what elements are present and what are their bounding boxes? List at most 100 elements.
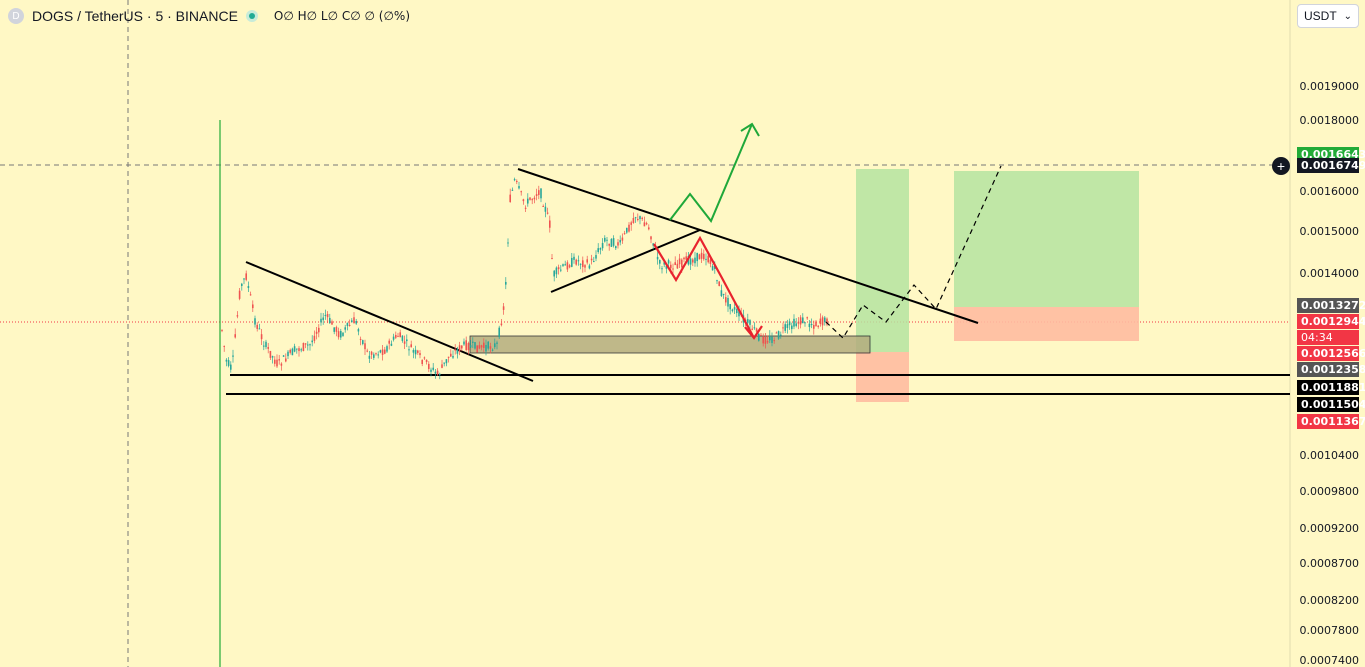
add-alert-plus-icon[interactable]: + xyxy=(1272,157,1290,175)
candle-body xyxy=(718,281,720,286)
price-axis-tick: 0.0018000 xyxy=(1299,114,1360,127)
candle-body xyxy=(423,357,426,359)
candle-body xyxy=(630,222,632,225)
candle-body xyxy=(711,266,714,271)
candle-body xyxy=(234,334,236,338)
price-tag-current: 0.0012944 xyxy=(1297,314,1365,329)
symbol-header: D DOGS / TetherUS · 5 · BINANCE O∅ H∅ L∅… xyxy=(8,6,410,26)
candle-body xyxy=(340,330,342,338)
trendline-2[interactable] xyxy=(517,168,979,324)
demand-zone-box[interactable] xyxy=(469,335,871,354)
candle-body xyxy=(260,334,263,340)
candle-body xyxy=(302,342,305,352)
dashed-projection-path[interactable] xyxy=(825,165,1002,339)
candle-body xyxy=(685,256,687,260)
trendline-3[interactable] xyxy=(550,229,701,293)
candle-body xyxy=(555,267,558,275)
bullish-projection-path[interactable] xyxy=(669,123,753,223)
long-position-target-zone-1[interactable] xyxy=(856,169,909,352)
candle-body xyxy=(590,258,593,261)
candle-body xyxy=(388,340,390,344)
candle-body xyxy=(410,344,412,348)
bullish-projection-arrowhead xyxy=(740,122,760,137)
candle-body xyxy=(689,258,692,265)
candle-body xyxy=(623,233,626,235)
candle-body xyxy=(753,327,756,329)
candle-body xyxy=(329,317,331,323)
candle-body xyxy=(432,367,434,370)
candle-body xyxy=(346,322,349,326)
candle-body xyxy=(806,317,808,319)
candle-body xyxy=(368,355,371,359)
candle-body xyxy=(518,186,520,189)
candle-body xyxy=(784,324,786,331)
candle-body xyxy=(373,354,375,358)
candle-body xyxy=(599,248,602,250)
candle-body xyxy=(348,324,351,326)
price-tag-support2: 0.0011504 xyxy=(1297,397,1365,412)
candle-body xyxy=(795,323,797,326)
market-status-icon[interactable] xyxy=(245,10,258,22)
candle-body xyxy=(441,364,443,368)
candle-body xyxy=(793,318,795,327)
candle-body xyxy=(500,323,503,326)
symbol-title[interactable]: DOGS / TetherUS · 5 · BINANCE xyxy=(32,8,238,24)
candle-body xyxy=(463,341,465,345)
candle-body xyxy=(777,331,780,339)
candle-body xyxy=(342,332,344,336)
candle-body xyxy=(465,340,467,351)
candle-body xyxy=(274,359,276,364)
candle-body xyxy=(700,252,703,259)
candle-body xyxy=(729,304,731,310)
candle-body xyxy=(782,327,784,329)
candle-body xyxy=(489,346,492,349)
price-axis-tick: 0.0007800 xyxy=(1299,624,1360,637)
price-axis-tick: 0.0008200 xyxy=(1299,594,1360,607)
candle-body xyxy=(775,332,778,334)
candle-body xyxy=(676,263,679,269)
candle-body xyxy=(287,351,289,357)
candle-body xyxy=(307,344,309,346)
candle-body xyxy=(386,346,388,352)
candle-body xyxy=(443,362,445,364)
candle-body xyxy=(311,340,313,343)
candle-body xyxy=(632,217,635,223)
candle-body xyxy=(727,297,729,307)
candle-body xyxy=(566,262,569,270)
candle-body xyxy=(560,269,562,271)
long-position-stop-zone-2[interactable] xyxy=(954,307,1139,341)
candle-body xyxy=(549,220,551,228)
candle-body xyxy=(379,350,382,353)
candle-body xyxy=(247,286,250,289)
currency-select[interactable]: USDT ⌄ xyxy=(1297,4,1359,28)
candle-body xyxy=(472,341,474,343)
candle-body xyxy=(238,290,241,299)
candle-body xyxy=(320,318,322,323)
candle-body xyxy=(469,345,472,348)
candle-body xyxy=(564,264,566,266)
candle-body xyxy=(575,259,577,265)
candle-body xyxy=(522,199,525,202)
candle-body xyxy=(709,259,712,264)
candle-body xyxy=(496,342,498,344)
trendline-1[interactable] xyxy=(245,261,534,382)
candle-body xyxy=(315,331,318,334)
long-position-target-zone-2[interactable] xyxy=(954,171,1139,307)
candle-body xyxy=(773,340,775,342)
candle-body xyxy=(540,188,542,199)
bearish-projection-path[interactable] xyxy=(653,235,755,339)
candle-body xyxy=(425,359,428,362)
candle-body xyxy=(582,260,584,267)
candle-body xyxy=(626,227,628,233)
price-axis-tick: 0.0015000 xyxy=(1299,225,1360,238)
candle-body xyxy=(309,344,311,346)
candle-body xyxy=(557,267,560,270)
candle-body xyxy=(509,194,511,203)
price-axis-tick: 0.0009200 xyxy=(1299,522,1360,535)
candle-body xyxy=(674,262,676,266)
candle-body xyxy=(788,321,791,326)
candle-body xyxy=(276,359,278,367)
candle-body xyxy=(236,315,239,317)
price-axis-tick: 0.0008700 xyxy=(1299,557,1360,570)
